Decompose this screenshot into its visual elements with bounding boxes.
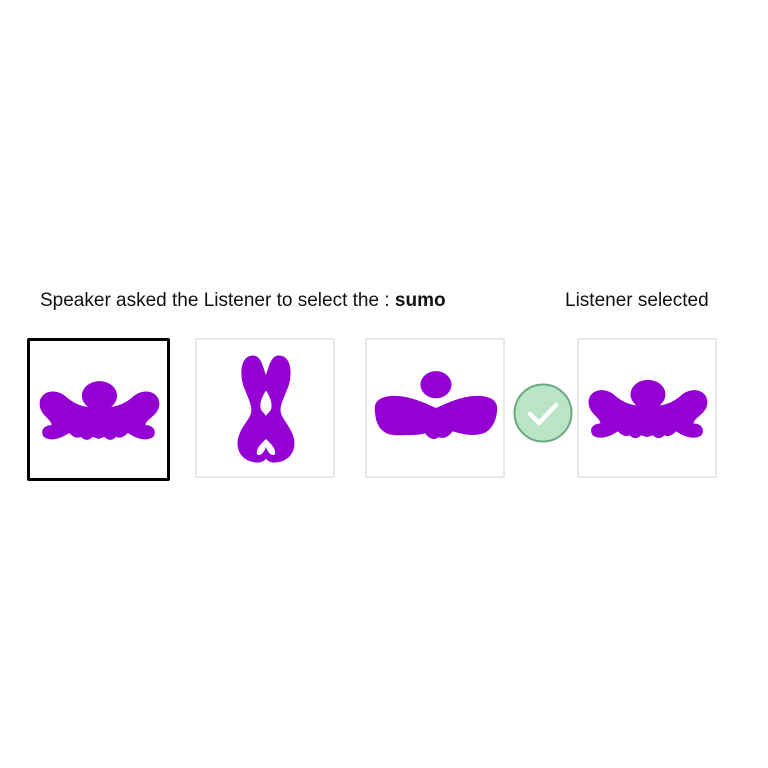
check-circle-icon (513, 383, 573, 443)
hourglass-figure-icon (237, 355, 295, 463)
listener-selected-label: Listener selected (565, 290, 709, 311)
target-word: sumo (394, 290, 446, 311)
candidate-card-hourglass[interactable] (195, 338, 335, 478)
bowtie-figure-icon (374, 371, 498, 440)
listener-selected-card-sumo (577, 338, 717, 478)
prompt-prefix: Speaker asked the Listener to select the… (40, 290, 395, 311)
sumo-figure-icon (39, 381, 160, 440)
candidate-card-sumo[interactable] (27, 338, 170, 481)
prompt-text: Speaker asked the Listener to select the… (40, 289, 446, 313)
candidate-card-bowtie[interactable] (365, 338, 505, 478)
sumo-figure-icon (588, 379, 708, 439)
